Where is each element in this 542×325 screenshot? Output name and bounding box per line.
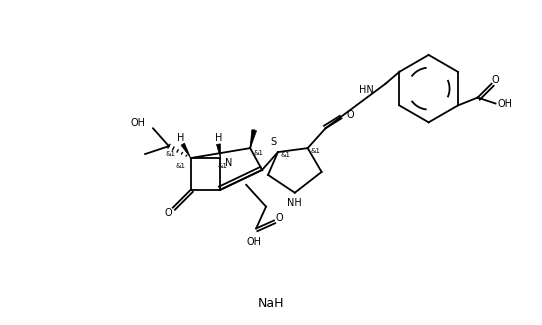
- Polygon shape: [250, 130, 256, 148]
- Text: O: O: [275, 213, 283, 223]
- Text: &1: &1: [166, 151, 176, 157]
- Text: &1: &1: [217, 163, 228, 169]
- Text: OH: OH: [498, 98, 513, 109]
- Text: HN: HN: [359, 84, 373, 95]
- Text: S: S: [270, 137, 276, 147]
- Text: &1: &1: [311, 148, 321, 154]
- Text: &1: &1: [176, 163, 186, 169]
- Text: O: O: [346, 111, 354, 120]
- Text: NaH: NaH: [258, 297, 284, 310]
- Polygon shape: [216, 144, 221, 158]
- Text: &1: &1: [253, 150, 263, 156]
- Text: H: H: [215, 133, 222, 143]
- Text: O: O: [164, 208, 172, 217]
- Text: OH: OH: [130, 118, 145, 128]
- Polygon shape: [181, 143, 191, 158]
- Text: O: O: [492, 75, 499, 85]
- Text: H: H: [177, 133, 184, 143]
- Text: NH: NH: [287, 198, 302, 208]
- Text: &1: &1: [281, 152, 291, 158]
- Text: N: N: [225, 158, 233, 168]
- Text: OH: OH: [247, 237, 262, 247]
